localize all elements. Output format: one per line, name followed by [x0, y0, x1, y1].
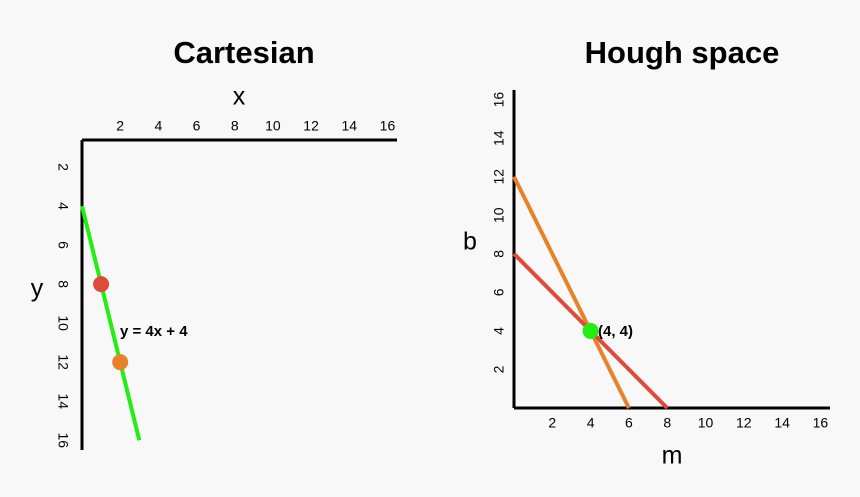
y-tick-label: 14	[55, 393, 71, 409]
annotation: y = 4x + 4	[120, 323, 188, 340]
y-tick-label: 4	[55, 202, 71, 210]
y-tick-label: 8	[491, 250, 507, 258]
y-tick-label: 14	[491, 130, 507, 146]
x-axis-label: m	[662, 442, 683, 470]
x-tick-label: 2	[548, 415, 556, 431]
y-axis-label: y	[31, 275, 44, 303]
y-tick-label: 2	[55, 163, 71, 171]
x-tick-label: 4	[154, 118, 162, 134]
line	[80, 205, 142, 441]
x-tick-label: 6	[193, 118, 201, 134]
x-tick-label: 8	[231, 118, 239, 134]
x-tick-label: 10	[265, 118, 281, 134]
x-tick-label: 16	[380, 118, 396, 134]
annotation: (4, 4)	[598, 323, 633, 340]
y-tick-label: 6	[491, 288, 507, 296]
y-tick-label: 10	[491, 207, 507, 223]
y-tick-label: 12	[491, 169, 507, 185]
y-axis-label: b	[463, 228, 477, 256]
y-tick-label: 10	[55, 315, 71, 331]
point	[582, 322, 599, 339]
x-tick-label: 6	[625, 415, 633, 431]
point	[93, 276, 110, 293]
x-tick-label: 12	[736, 415, 752, 431]
point	[112, 354, 129, 371]
x-tick-label: 14	[774, 415, 790, 431]
y-tick-label: 16	[55, 432, 71, 448]
y-tick-label: 8	[55, 280, 71, 288]
x-tick-label: 8	[663, 415, 671, 431]
y-tick-label: 2	[491, 365, 507, 373]
x-tick-label: 4	[587, 415, 595, 431]
y-tick-label: 4	[491, 327, 507, 335]
line	[512, 175, 631, 409]
x-tick-label: 2	[116, 118, 124, 134]
chart-title: Cartesian	[173, 35, 314, 70]
y-tick-label: 12	[55, 354, 71, 370]
chart-title: Hough space	[585, 35, 780, 70]
x-tick-label: 14	[341, 118, 357, 134]
y-tick-label: 6	[55, 241, 71, 249]
x-axis-label: x	[233, 83, 246, 111]
x-tick-label: 10	[698, 415, 714, 431]
x-tick-label: 16	[813, 415, 829, 431]
x-tick-label: 12	[303, 118, 319, 134]
y-tick-label: 16	[491, 92, 507, 108]
